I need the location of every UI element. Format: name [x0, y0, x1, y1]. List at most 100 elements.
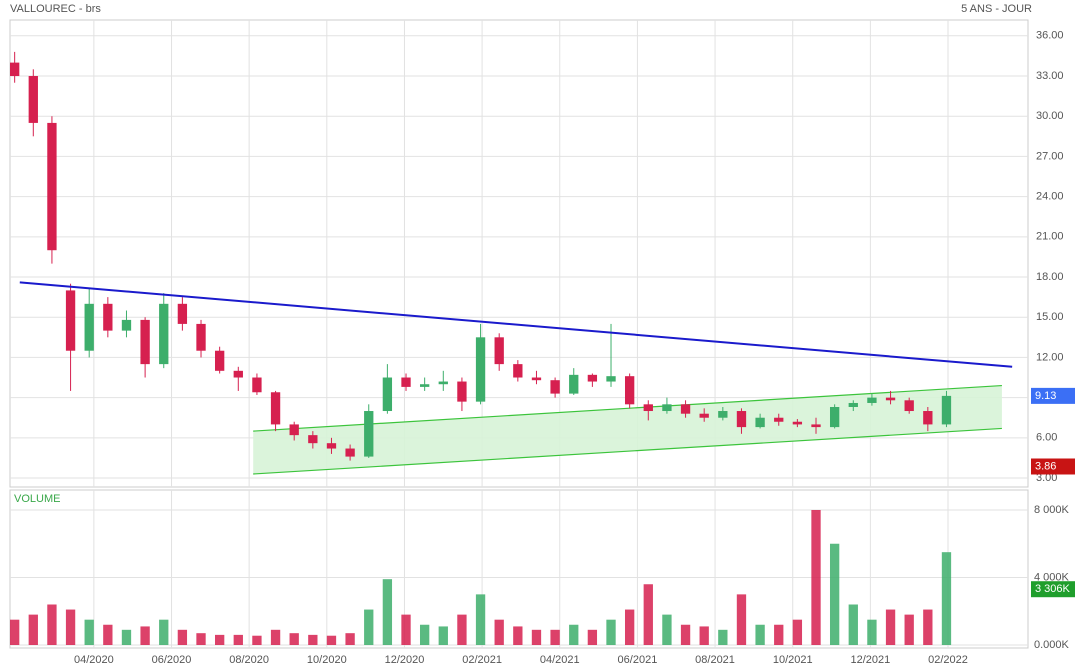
candle-body — [606, 376, 616, 382]
price-panel — [9, 19, 1029, 488]
candle-body — [28, 76, 38, 123]
candle-body — [177, 303, 188, 324]
volume-bar — [494, 619, 504, 645]
y-tick-label: 21.00 — [1036, 231, 1064, 243]
x-tick-label: 10/2021 — [773, 654, 813, 666]
x-tick-label: 08/2020 — [229, 654, 269, 666]
x-tick-label: 04/2021 — [540, 654, 580, 666]
volume-bar — [699, 626, 709, 645]
volume-bar — [103, 624, 113, 645]
candle-body — [569, 374, 579, 394]
volume-bar — [848, 604, 858, 645]
chart-title: VALLOUREC - brs — [10, 3, 101, 15]
candle-body — [923, 411, 933, 425]
volume-bar — [252, 635, 262, 645]
volume-bar — [326, 635, 337, 645]
candle-body — [103, 303, 113, 331]
y-tick-label: 6.00 — [1036, 432, 1057, 444]
x-tick-label: 04/2020 — [74, 654, 114, 666]
candle-body — [755, 417, 765, 428]
volume-bar — [550, 629, 560, 645]
candle-body — [270, 392, 281, 425]
volume-bar — [289, 633, 299, 645]
volume-bar — [923, 609, 933, 645]
candle-body — [140, 319, 150, 365]
candle-body — [513, 364, 523, 378]
volume-tick-label: 8 000K — [1034, 504, 1070, 516]
volume-bar — [177, 629, 188, 645]
volume-bar — [159, 619, 169, 645]
candle-body — [829, 407, 840, 428]
y-tick-label: 36.00 — [1036, 30, 1064, 42]
volume-bar — [736, 594, 747, 645]
candle-body — [587, 374, 598, 382]
volume-bar — [47, 604, 57, 645]
y-tick-label: 33.00 — [1036, 70, 1064, 82]
y-tick-label: 30.00 — [1036, 110, 1064, 122]
x-tick-label: 06/2020 — [152, 654, 192, 666]
candle-body — [308, 435, 318, 444]
candle-body — [457, 381, 467, 402]
y-tick-label: 3.00 — [1036, 472, 1057, 484]
candle-body — [885, 397, 896, 401]
candle-body — [419, 384, 430, 387]
candle-body — [848, 402, 858, 408]
volume-bar — [10, 619, 20, 645]
x-tick-label: 02/2022 — [928, 654, 968, 666]
volume-bar — [829, 543, 840, 645]
candle-body — [811, 424, 821, 428]
volume-bar — [643, 584, 653, 645]
volume-bar — [233, 634, 243, 645]
candle-body — [159, 303, 169, 365]
candle-body — [792, 421, 803, 425]
min-price-label: 3.86 — [1035, 460, 1056, 472]
volume-bar — [718, 629, 728, 645]
candle-body — [904, 400, 914, 412]
last-volume-label: 3 306K — [1035, 583, 1071, 595]
volume-panel — [9, 489, 1029, 649]
volume-bar — [65, 609, 76, 645]
volume-bar — [569, 624, 579, 645]
volume-bar — [401, 614, 411, 645]
candle-body — [494, 337, 504, 365]
candle-body — [774, 417, 784, 422]
candle-body — [531, 377, 542, 381]
volume-bar — [121, 629, 132, 645]
x-tick-label: 12/2021 — [851, 654, 891, 666]
volume-tick-label: 4 000K — [1034, 571, 1070, 583]
volume-bar — [941, 552, 952, 645]
volume-bar — [382, 579, 393, 645]
volume-bar — [140, 626, 150, 645]
candle-body — [438, 381, 448, 385]
volume-bar — [792, 619, 803, 645]
volume-bar — [531, 629, 542, 645]
candle-body — [382, 377, 393, 412]
candle-body — [624, 376, 635, 405]
candle-body — [326, 443, 337, 449]
volume-bar — [438, 626, 448, 645]
x-tick-label: 06/2021 — [618, 654, 658, 666]
candle-body — [10, 62, 20, 77]
volume-bar — [308, 634, 318, 645]
volume-bar — [28, 614, 38, 645]
candle-body — [662, 404, 672, 412]
volume-bar — [196, 633, 206, 645]
volume-bar — [345, 633, 355, 645]
candle-body — [252, 377, 262, 393]
period-label: 5 ANS - JOUR — [961, 3, 1032, 15]
y-tick-label: 18.00 — [1036, 271, 1064, 283]
x-tick-label: 08/2021 — [695, 654, 735, 666]
channel-line — [253, 427, 1002, 475]
candle-body — [47, 122, 57, 251]
volume-bar — [84, 619, 94, 645]
volume-bar — [606, 619, 616, 645]
candle-body — [699, 413, 709, 418]
candle-body — [680, 404, 691, 414]
volume-bar — [624, 609, 635, 645]
candle-body — [196, 323, 206, 351]
volume-title: VOLUME — [14, 493, 60, 505]
volume-bar — [587, 629, 598, 645]
candle-body — [643, 404, 653, 412]
